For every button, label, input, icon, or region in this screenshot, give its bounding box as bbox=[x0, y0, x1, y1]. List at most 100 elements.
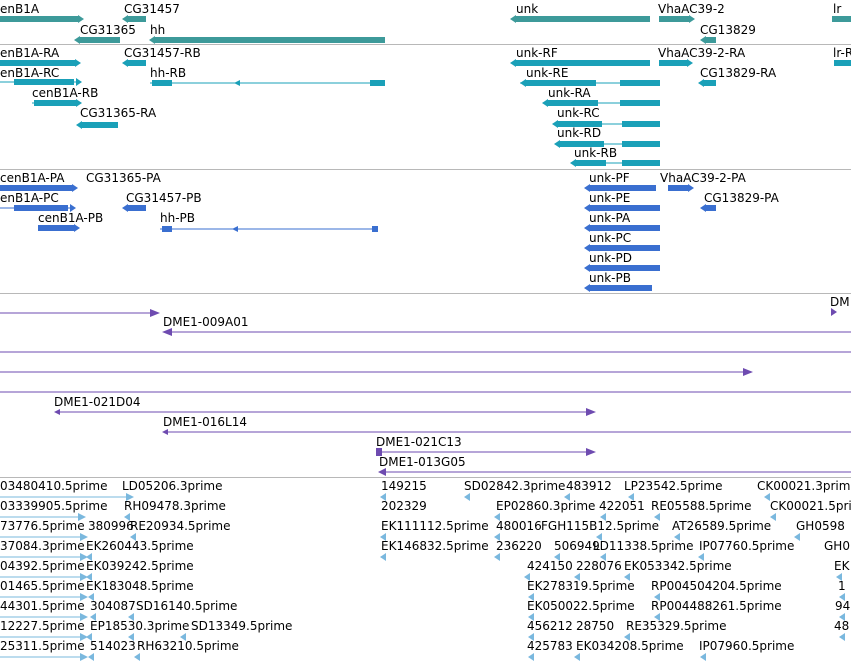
est-label[interactable]: IP07960.5prime bbox=[699, 639, 795, 653]
gene-glyph-CG31365[interactable] bbox=[80, 37, 120, 43]
transcript-label[interactable]: unk-RE bbox=[526, 66, 569, 80]
est-label[interactable]: 01465.5prime bbox=[0, 579, 85, 593]
est-label[interactable]: RP004504204.5prime bbox=[651, 579, 782, 593]
gene-label[interactable]: CG31365 bbox=[80, 23, 136, 37]
est-label[interactable]: RE05588.5prime bbox=[651, 499, 752, 513]
gene-label[interactable]: VhaAC39-2 bbox=[658, 2, 725, 16]
gene-glyph-enB1A[interactable] bbox=[0, 16, 78, 22]
est-label[interactable]: LD05206.3prime bbox=[122, 479, 223, 493]
transcript-label[interactable]: enB1A-RA bbox=[0, 46, 60, 60]
gene-label[interactable]: CG13829 bbox=[700, 23, 756, 37]
est-label[interactable]: 37084.3prime bbox=[0, 539, 85, 553]
est-label[interactable]: 149215 bbox=[381, 479, 427, 493]
transcript-label[interactable]: CG31365-RA bbox=[80, 106, 157, 120]
protein-label[interactable]: VhaAC39-2-PA bbox=[660, 171, 746, 185]
transcript-label[interactable]: unk-RA bbox=[548, 86, 591, 100]
est-label[interactable]: SD02842.3prime bbox=[464, 479, 566, 493]
bac-label[interactable]: DME1-013G05 bbox=[379, 455, 466, 469]
gene-label[interactable]: hh bbox=[150, 23, 166, 37]
est-label[interactable]: EK278319.5prime bbox=[527, 579, 635, 593]
transcript-label[interactable]: CG13829-RA bbox=[700, 66, 777, 80]
protein-label[interactable]: CG13829-PA bbox=[704, 191, 779, 205]
gene-label[interactable]: lr bbox=[833, 2, 842, 16]
protein-label[interactable]: unk-PB bbox=[589, 271, 631, 285]
est-label[interactable]: EK bbox=[834, 559, 850, 573]
gene-glyph-CG13829[interactable] bbox=[706, 37, 716, 43]
est-label[interactable]: 03480410.5prime bbox=[0, 479, 108, 493]
transcript-label[interactable]: unk-RC bbox=[557, 106, 600, 120]
est-label[interactable]: AT26589.5prime bbox=[672, 519, 772, 533]
est-label[interactable]: RE20934.5prime bbox=[130, 519, 231, 533]
est-label[interactable]: FGH115B12.5prime bbox=[541, 519, 660, 533]
est-label[interactable]: SD13349.5prime bbox=[191, 619, 293, 633]
est-label[interactable]: IP07760.5prime bbox=[699, 539, 795, 553]
est-label[interactable]: EK111112.5prime bbox=[381, 519, 489, 533]
est-label[interactable]: 28750 bbox=[576, 619, 615, 633]
gene-glyph-VhaAC39-2[interactable] bbox=[659, 16, 689, 22]
est-label[interactable]: EK039242.5prime bbox=[86, 559, 194, 573]
est-label[interactable]: 04392.5prime bbox=[0, 559, 85, 573]
est-label[interactable]: EK034208.5prime bbox=[576, 639, 684, 653]
protein-label[interactable]: unk-PF bbox=[589, 171, 630, 185]
est-label[interactable]: 48 bbox=[834, 619, 850, 633]
transcript-label[interactable]: lr-R bbox=[833, 46, 851, 60]
est-label[interactable]: GH0598 bbox=[796, 519, 845, 533]
protein-label[interactable]: unk-PE bbox=[589, 191, 631, 205]
est-label[interactable]: EK146832.5prime bbox=[381, 539, 489, 553]
est-label[interactable]: LD11338.5prime bbox=[593, 539, 694, 553]
est-label[interactable]: 304087 bbox=[90, 599, 136, 613]
protein-label[interactable]: unk-PD bbox=[589, 251, 632, 265]
est-label[interactable]: 03339905.5prime bbox=[0, 499, 108, 513]
bac-label[interactable]: DME1-021D04 bbox=[54, 395, 141, 409]
est-label[interactable]: 1 bbox=[838, 579, 846, 593]
transcript-label[interactable]: unk-RB bbox=[574, 146, 618, 160]
est-label[interactable]: 25311.5prime bbox=[0, 639, 85, 653]
protein-label[interactable]: cenB1A-PB bbox=[38, 211, 104, 225]
est-label[interactable]: 228076 bbox=[576, 559, 622, 573]
est-label[interactable]: 94 bbox=[835, 599, 851, 613]
est-label[interactable]: LP23542.5prime bbox=[624, 479, 723, 493]
protein-label[interactable]: CG31457-PB bbox=[126, 191, 202, 205]
bac-label[interactable]: DM bbox=[830, 295, 850, 309]
gene-glyph-CG31457[interactable] bbox=[128, 16, 146, 22]
est-label[interactable]: 73776.5prime bbox=[0, 519, 85, 533]
gene-glyph-unk[interactable] bbox=[516, 16, 650, 22]
transcript-label[interactable]: unk-RF bbox=[516, 46, 558, 60]
est-label[interactable]: 506949 bbox=[554, 539, 600, 553]
gene-glyph-hh[interactable] bbox=[155, 37, 385, 43]
transcript-label[interactable]: VhaAC39-2-RA bbox=[658, 46, 746, 60]
est-label[interactable]: SD16140.5prime bbox=[136, 599, 238, 613]
est-label[interactable]: 425783 bbox=[527, 639, 573, 653]
bac-label[interactable]: DME1-016L14 bbox=[163, 415, 247, 429]
est-label[interactable]: CK00021.3prime bbox=[757, 479, 851, 493]
transcript-label[interactable]: cenB1A-RB bbox=[32, 86, 99, 100]
est-label[interactable]: 422051 bbox=[599, 499, 645, 513]
est-label[interactable]: RE35329.5prime bbox=[626, 619, 727, 633]
est-label[interactable]: EK260443.5prime bbox=[86, 539, 194, 553]
est-label[interactable]: 236220 bbox=[496, 539, 542, 553]
protein-label[interactable]: CG31365-PA bbox=[86, 171, 161, 185]
est-label[interactable]: 456212 bbox=[527, 619, 573, 633]
transcript-label[interactable]: CG31457-RB bbox=[124, 46, 201, 60]
est-label[interactable]: EK050022.5prime bbox=[527, 599, 635, 613]
protein-label[interactable]: unk-PC bbox=[589, 231, 632, 245]
est-label[interactable]: 424150 bbox=[527, 559, 573, 573]
bac-label[interactable]: DME1-021C13 bbox=[376, 435, 462, 449]
est-label[interactable]: 202329 bbox=[381, 499, 427, 513]
protein-label[interactable]: enB1A-PC bbox=[0, 191, 59, 205]
est-label[interactable]: 12227.5prime bbox=[0, 619, 85, 633]
bac-label[interactable]: DME1-009A01 bbox=[163, 315, 249, 329]
est-label[interactable]: EK053342.5prime bbox=[624, 559, 732, 573]
gene-label[interactable]: enB1A bbox=[0, 2, 40, 16]
est-label[interactable]: EK183048.5prime bbox=[86, 579, 194, 593]
est-label[interactable]: GH0 bbox=[824, 539, 850, 553]
transcript-label[interactable]: enB1A-RC bbox=[0, 66, 60, 80]
est-label[interactable]: 44301.5prime bbox=[0, 599, 85, 613]
gene-label[interactable]: CG31457 bbox=[124, 2, 180, 16]
transcript-label[interactable]: hh-RB bbox=[150, 66, 187, 80]
est-label[interactable]: 483912 bbox=[566, 479, 612, 493]
gene-label[interactable]: unk bbox=[516, 2, 539, 16]
gene-glyph-lr[interactable] bbox=[832, 16, 851, 22]
est-label[interactable]: EP02860.3prime bbox=[496, 499, 596, 513]
est-label[interactable]: RH09478.3prime bbox=[124, 499, 226, 513]
